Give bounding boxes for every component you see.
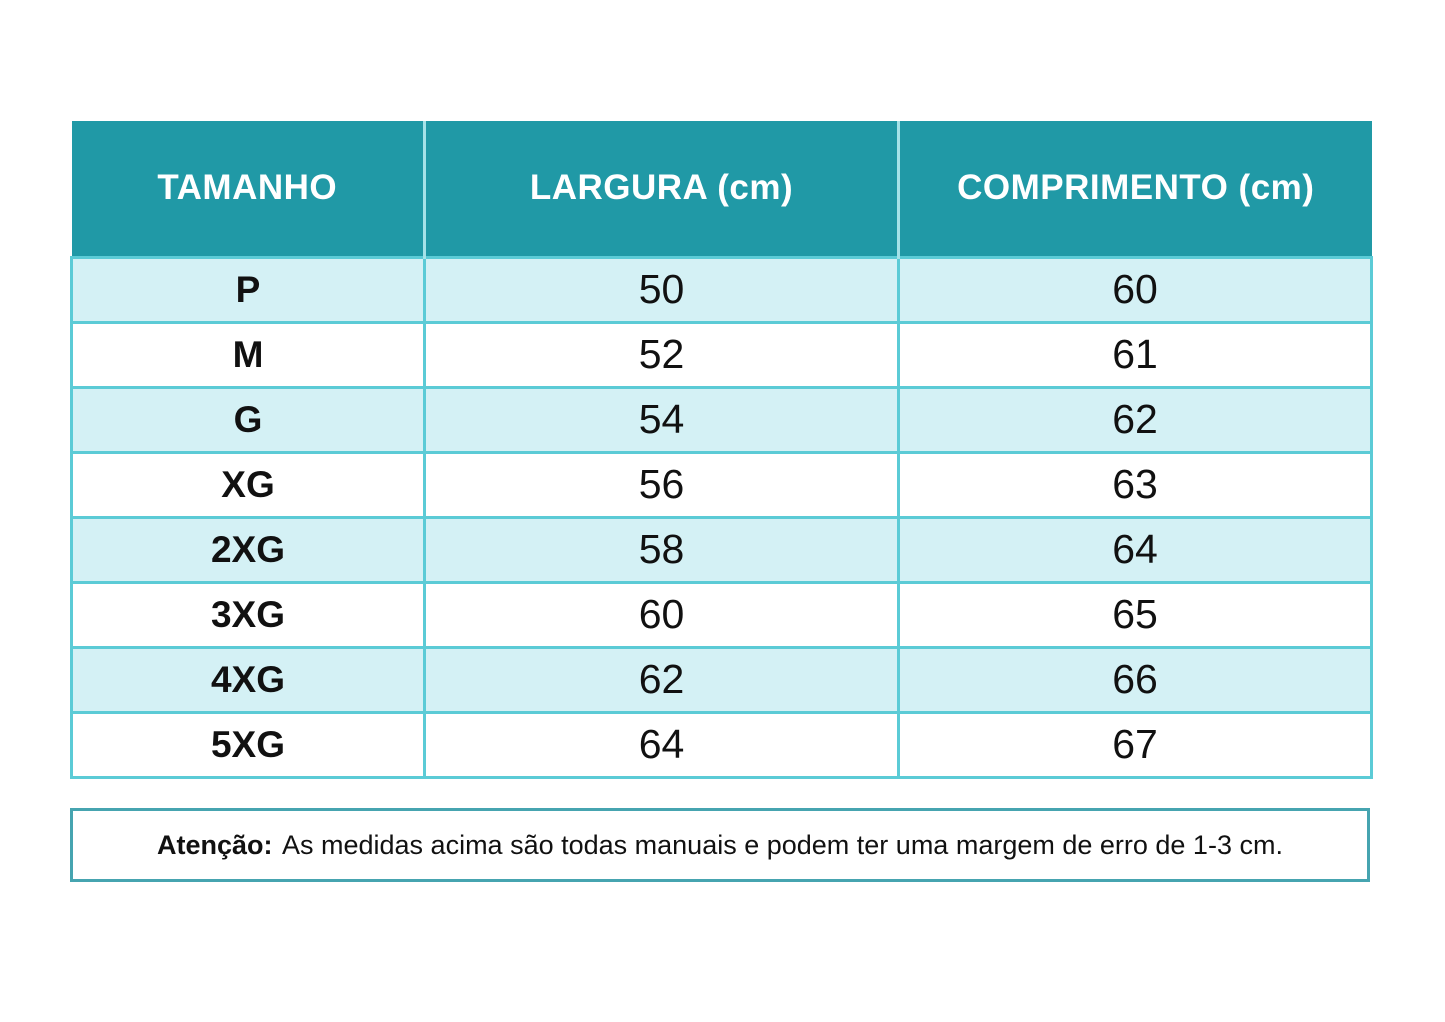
largura-value: 52: [423, 320, 900, 389]
table-row: 3XG 60 65: [70, 580, 1373, 649]
largura-value: 50: [423, 255, 900, 324]
size-label: XG: [70, 450, 426, 519]
header-comprimento: COMPRIMENTO (cm): [897, 121, 1372, 257]
largura-value: 54: [423, 385, 900, 454]
largura-value: 60: [423, 580, 900, 649]
largura-value: 56: [423, 450, 900, 519]
comprimento-value: 60: [897, 255, 1373, 324]
comprimento-value: 66: [897, 645, 1373, 714]
size-chart-header: TAMANHO LARGURA (cm) COMPRIMENTO (cm): [71, 121, 1372, 257]
largura-value: 62: [423, 645, 900, 714]
comprimento-value: 61: [897, 320, 1373, 389]
table-row: 2XG 58 64: [70, 515, 1373, 584]
size-label: 4XG: [70, 645, 426, 714]
size-chart-table: TAMANHO LARGURA (cm) COMPRIMENTO (cm) P …: [70, 121, 1373, 779]
table-row: G 54 62: [70, 385, 1373, 454]
measurement-note: Atenção: As medidas acima são todas manu…: [70, 808, 1370, 882]
size-label: P: [70, 255, 426, 324]
size-label: 2XG: [70, 515, 426, 584]
size-label: 3XG: [70, 580, 426, 649]
note-text: As medidas acima são todas manuais e pod…: [281, 829, 1283, 860]
size-label: M: [70, 320, 426, 389]
header-largura: LARGURA (cm): [423, 121, 899, 257]
comprimento-value: 62: [897, 385, 1373, 454]
note-label: Atenção:: [157, 829, 273, 860]
size-label: 5XG: [70, 710, 426, 779]
table-row: P 50 60: [70, 255, 1373, 324]
largura-value: 58: [423, 515, 900, 584]
table-row: 4XG 62 66: [70, 645, 1373, 714]
largura-value: 64: [423, 710, 900, 779]
table-row: 5XG 64 67: [70, 710, 1373, 779]
comprimento-value: 64: [897, 515, 1373, 584]
table-row: M 52 61: [70, 320, 1373, 389]
comprimento-value: 65: [897, 580, 1373, 649]
comprimento-value: 67: [897, 710, 1373, 779]
header-tamanho: TAMANHO: [71, 121, 425, 257]
table-row: XG 56 63: [70, 450, 1373, 519]
size-label: G: [70, 385, 426, 454]
comprimento-value: 63: [897, 450, 1373, 519]
